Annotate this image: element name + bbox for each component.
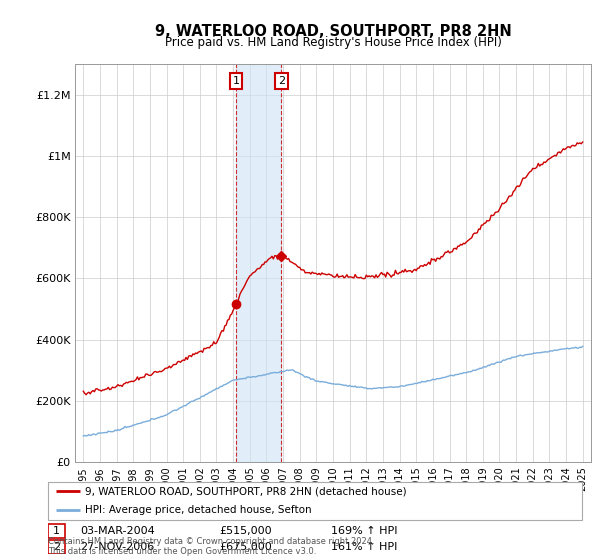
Text: 9, WATERLOO ROAD, SOUTHPORT, PR8 2HN: 9, WATERLOO ROAD, SOUTHPORT, PR8 2HN [155,24,511,39]
Text: 1: 1 [53,526,60,536]
FancyBboxPatch shape [48,524,65,538]
Text: £515,000: £515,000 [219,526,272,536]
Text: 1: 1 [232,76,239,86]
Text: 27-NOV-2006: 27-NOV-2006 [80,542,154,552]
Text: Contains HM Land Registry data © Crown copyright and database right 2024.
This d: Contains HM Land Registry data © Crown c… [48,536,374,556]
Text: 2: 2 [278,76,285,86]
Bar [236,64,281,462]
Text: 03-MAR-2004: 03-MAR-2004 [80,526,155,536]
Text: 169% ↑ HPI: 169% ↑ HPI [331,526,398,536]
Text: 9, WATERLOO ROAD, SOUTHPORT, PR8 2HN (detached house): 9, WATERLOO ROAD, SOUTHPORT, PR8 2HN (de… [85,486,407,496]
FancyBboxPatch shape [48,482,582,520]
Text: HPI: Average price, detached house, Sefton: HPI: Average price, detached house, Seft… [85,505,312,515]
Text: 161% ↑ HPI: 161% ↑ HPI [331,542,397,552]
Text: Price paid vs. HM Land Registry's House Price Index (HPI): Price paid vs. HM Land Registry's House … [164,36,502,49]
Text: 2: 2 [53,542,60,552]
Text: £675,000: £675,000 [219,542,272,552]
FancyBboxPatch shape [48,539,65,554]
